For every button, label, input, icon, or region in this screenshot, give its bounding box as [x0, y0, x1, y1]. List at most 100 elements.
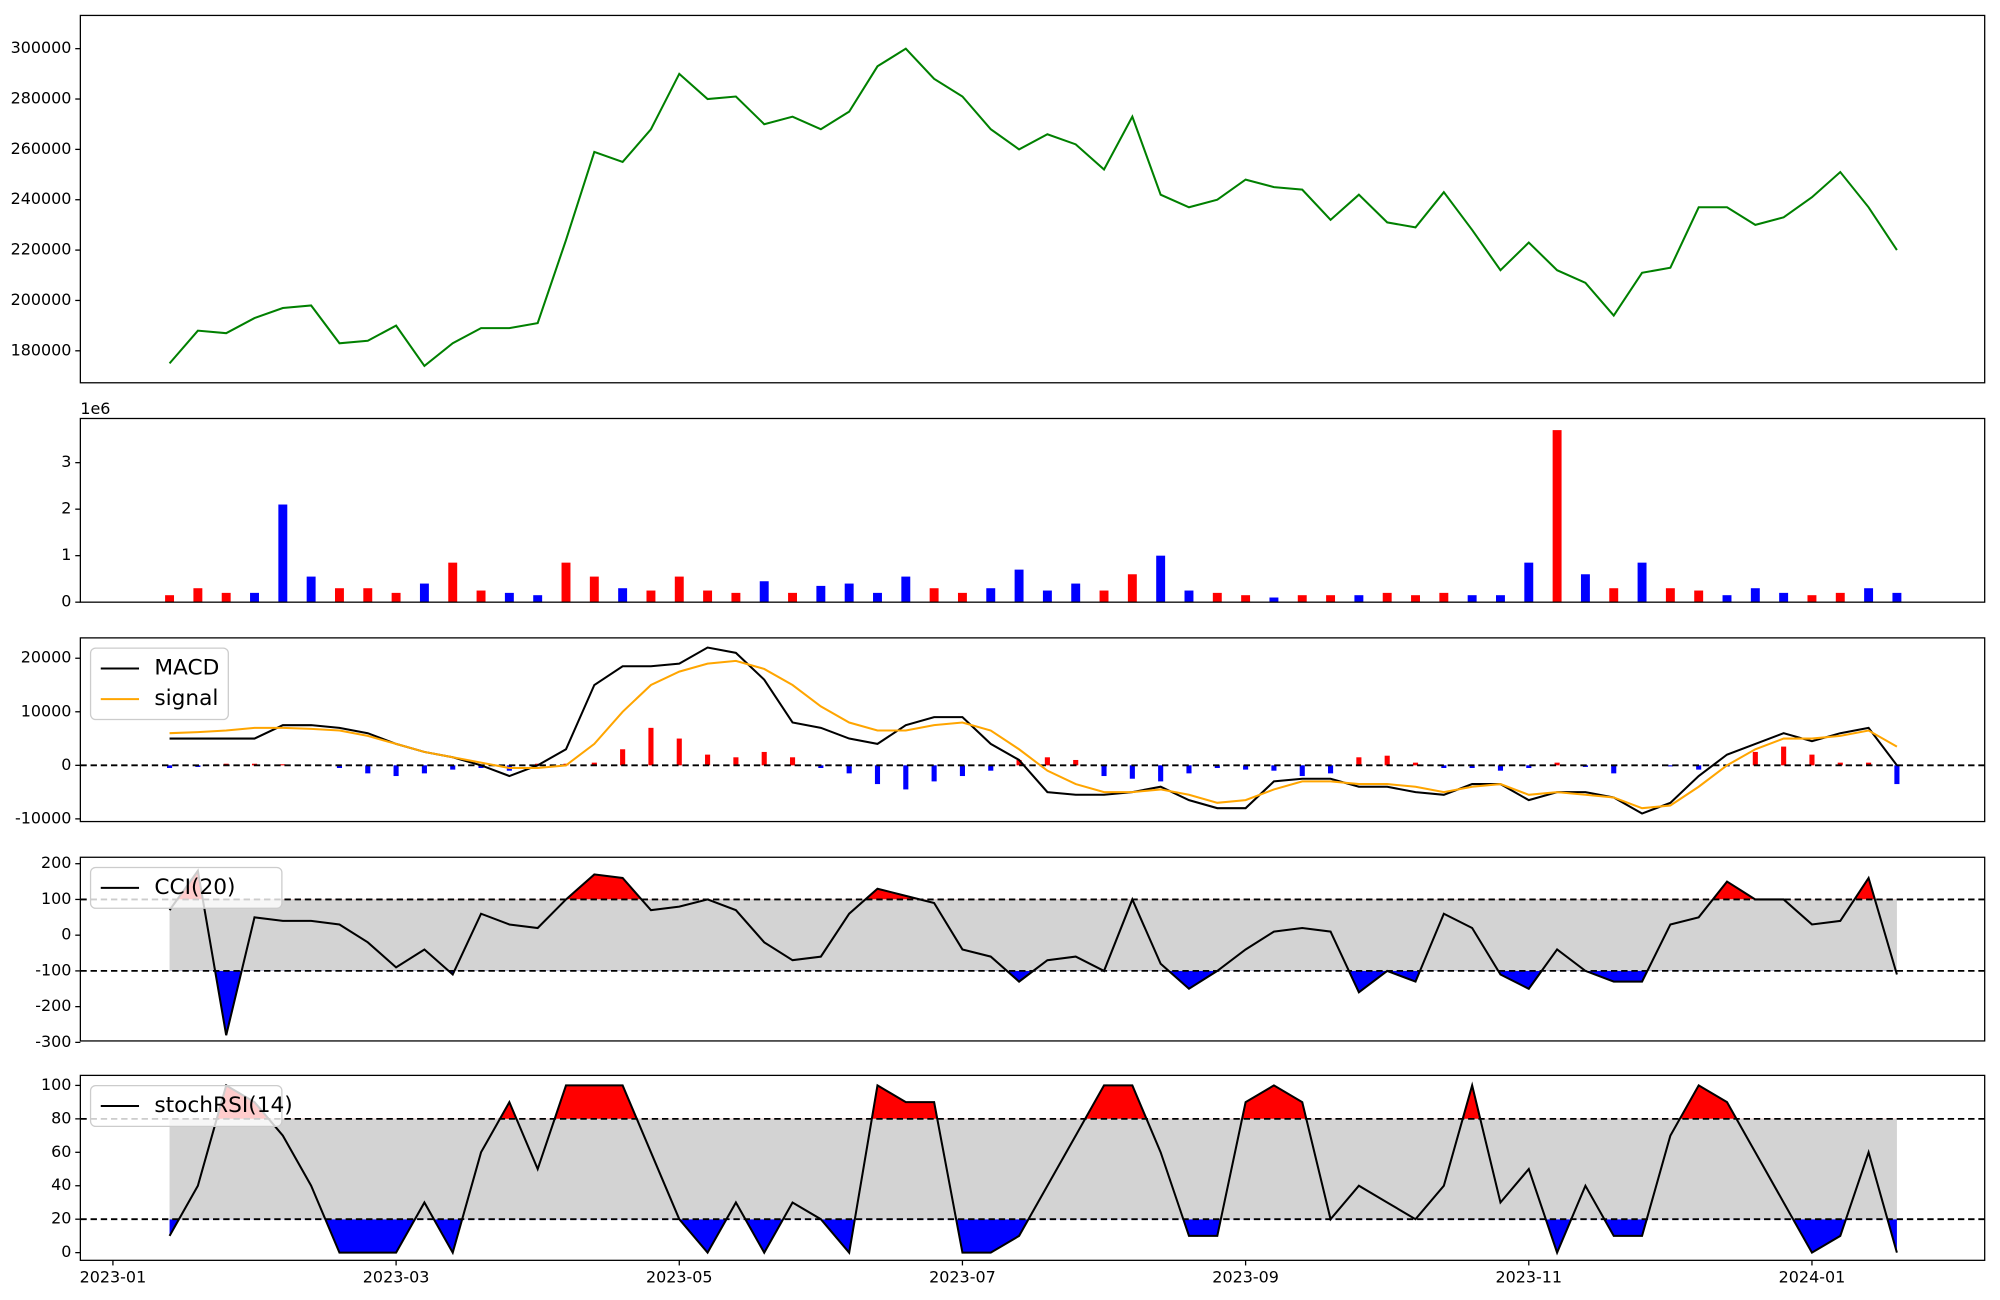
volume-bar [1637, 562, 1647, 603]
panel [80, 1081, 1985, 1256]
histogram-bar [846, 765, 852, 774]
y-tick-label: 0 [61, 925, 71, 944]
axes-frame [79, 417, 1986, 603]
band [169, 899, 1897, 971]
volume-bar [1524, 562, 1534, 603]
line [168, 868, 1898, 1036]
volume-bar [278, 504, 288, 603]
volume-bar [1354, 595, 1364, 603]
offset-label: 1e6 [80, 399, 110, 418]
volume-bar [674, 576, 684, 603]
legend-box [89, 1084, 283, 1128]
histogram-bar [1299, 765, 1305, 777]
histogram-bar [1412, 762, 1419, 766]
volume-bar [250, 592, 259, 603]
x-tick-label: 2023-05 [646, 1268, 713, 1287]
histogram-bar [1837, 762, 1843, 766]
histogram-bar [761, 751, 767, 766]
volume-bar [1864, 588, 1874, 603]
histogram-bar [1158, 765, 1164, 782]
y-tick-label: -100 [35, 960, 71, 979]
volume-bar [1326, 595, 1336, 603]
legend-box [89, 866, 283, 909]
histogram-bar [1101, 765, 1107, 777]
band [169, 1118, 1897, 1220]
histogram-bar [478, 765, 484, 769]
axes-frame [79, 856, 1986, 1042]
y-tick-label: 60 [51, 1142, 71, 1161]
y-tick-label: 180000 [11, 340, 72, 359]
histogram-bar [365, 765, 371, 774]
histogram-bar [648, 727, 654, 766]
histogram-bar [1271, 765, 1277, 771]
volume-bar [1297, 595, 1307, 603]
x-tick-label: 2023-07 [929, 1268, 996, 1287]
volume-bar [1835, 592, 1845, 603]
y-tick-label: 40 [51, 1175, 71, 1194]
below-fill [169, 1219, 1897, 1253]
histogram-bar [903, 765, 909, 790]
y-tick-label: 260000 [11, 139, 72, 158]
y-tick-label: 220000 [11, 240, 72, 259]
histogram-bar [591, 762, 597, 766]
volume-bar [504, 592, 514, 603]
histogram-bar [1186, 765, 1192, 774]
y-tick-label: -300 [35, 1032, 71, 1051]
x-tick-label: 2023-01 [80, 1268, 147, 1287]
y-tick-label: 20000 [21, 648, 72, 667]
volume-bar [759, 581, 769, 603]
line [168, 47, 1898, 368]
line [169, 659, 1898, 810]
volume-bar [334, 588, 344, 603]
volume-bar [1071, 583, 1081, 603]
volume-bar [165, 595, 175, 603]
volume-bar [1609, 588, 1619, 603]
volume-bar [1382, 592, 1392, 603]
volume-bar [1750, 588, 1760, 603]
histogram-bar [1214, 765, 1220, 769]
volume-bar [363, 588, 373, 603]
histogram-bar [620, 749, 626, 766]
histogram-bar [988, 765, 994, 771]
volume-bar [816, 585, 826, 603]
legend-box [89, 647, 229, 721]
histogram-bar [789, 757, 796, 766]
volume-bar [589, 576, 599, 603]
histogram-bar [1752, 751, 1758, 766]
volume-bar [1212, 592, 1222, 603]
histogram-bar [1129, 765, 1135, 779]
legend-label: stochRSI(14) [154, 1093, 292, 1118]
volume-bar [731, 592, 741, 603]
histogram-bar [1497, 765, 1504, 771]
y-tick-label: 2 [61, 499, 71, 518]
x-tick-label: 2023-03 [363, 1268, 430, 1287]
histogram-bar [1611, 765, 1617, 774]
volume-bar [1439, 592, 1449, 603]
volume-bar [476, 590, 486, 603]
volume-bar [419, 583, 429, 603]
y-tick-label: 240000 [11, 189, 72, 208]
volume-bar [844, 583, 854, 603]
line [169, 646, 1898, 815]
volume-bar [1892, 592, 1902, 603]
y-tick-label: 200 [41, 853, 71, 872]
above-fill [169, 870, 1897, 900]
volume-bar [193, 588, 203, 603]
volume-bar [703, 590, 713, 603]
volume-bar [1496, 595, 1505, 603]
histogram-bar [1809, 754, 1815, 766]
histogram-bar [874, 765, 881, 785]
y-tick-label: 300000 [11, 38, 72, 57]
y-tick-label: 10000 [21, 701, 72, 720]
histogram-bar [1554, 762, 1560, 766]
line [168, 1081, 1898, 1256]
volume-bar [1099, 590, 1109, 603]
volume-bar [788, 592, 798, 603]
axes-frame [79, 14, 1986, 384]
histogram-bar [1667, 765, 1673, 767]
volume-bar [901, 576, 911, 603]
legend-label: MACD [154, 655, 219, 680]
y-tick-label: 100 [41, 889, 71, 908]
histogram-bar [280, 764, 286, 766]
